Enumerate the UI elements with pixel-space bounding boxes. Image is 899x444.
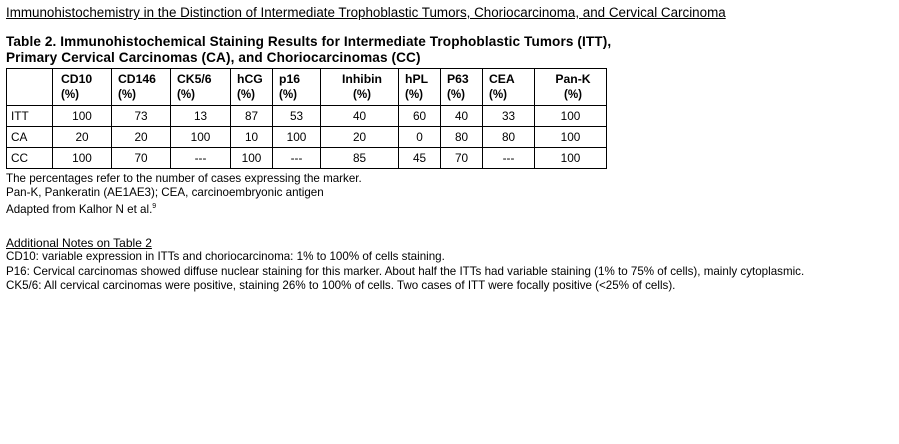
- row-label: ITT: [6, 105, 53, 127]
- footnote-abbreviations: Pan-K, Pankeratin (AE1AE3); CEA, carcino…: [6, 186, 324, 199]
- column-header: hCG (%): [230, 68, 273, 106]
- column-header: P63 (%): [440, 68, 483, 106]
- table-cell: 85: [320, 147, 399, 169]
- table-cell: ---: [272, 147, 321, 169]
- table-cell: 100: [52, 147, 112, 169]
- table-cell: 100: [52, 105, 112, 127]
- table-cell: 10: [230, 126, 273, 148]
- column-header: CD10 (%): [52, 68, 112, 106]
- table-row: CA 20 20 100 10 100 20 0 80 80 100: [6, 126, 607, 148]
- column-header: Inhibin (%): [320, 68, 399, 106]
- document-page: Immunohistochemistry in the Distinction …: [6, 4, 886, 294]
- table-cell: 80: [440, 126, 483, 148]
- additional-note-cd10: CD10: variable expression in ITTs and ch…: [6, 250, 445, 263]
- additional-note-ck56: CK5/6: All cervical carcinomas were posi…: [6, 279, 676, 292]
- table-cell: ---: [170, 147, 231, 169]
- table-cell: 100: [534, 147, 607, 169]
- additional-notes-heading: Additional Notes on Table 2: [6, 236, 152, 250]
- table-cell: 40: [320, 105, 399, 127]
- column-header: CK5/6 (%): [170, 68, 231, 106]
- table-row: CC 100 70 --- 100 --- 85 45 70 --- 100: [6, 147, 607, 169]
- column-header: CEA (%): [482, 68, 535, 106]
- table-cell: 73: [111, 105, 171, 127]
- additional-note-p16: P16: Cervical carcinomas showed diffuse …: [6, 264, 805, 278]
- footnote-source: Adapted from Kalhor N et al.9: [6, 203, 157, 216]
- table-cell: 100: [272, 126, 321, 148]
- table-cell: 70: [440, 147, 483, 169]
- table-caption: Table 2. Immunohistochemical Staining Re…: [6, 34, 886, 66]
- table-cell: 70: [111, 147, 171, 169]
- row-label: CA: [6, 126, 53, 148]
- row-label: CC: [6, 147, 53, 169]
- column-header: p16 (%): [272, 68, 321, 106]
- table-cell: 20: [52, 126, 112, 148]
- table-cell: 13: [170, 105, 231, 127]
- table-cell: 100: [534, 126, 607, 148]
- table-caption-line-2: Primary Cervical Carcinomas (CA), and Ch…: [6, 50, 421, 65]
- table-cell: 60: [398, 105, 441, 127]
- table-cell: ---: [482, 147, 535, 169]
- table-cell: 33: [482, 105, 535, 127]
- table-cell: 100: [534, 105, 607, 127]
- table-cell: 45: [398, 147, 441, 169]
- table-cell: 100: [230, 147, 273, 169]
- reference-number: 9: [152, 203, 157, 210]
- table-cell: 20: [320, 126, 399, 148]
- table-cell: 87: [230, 105, 273, 127]
- document-title: Immunohistochemistry in the Distinction …: [6, 5, 726, 20]
- additional-notes-list: CD10: variable expression in ITTs and ch…: [6, 250, 886, 294]
- table-row: ITT 100 73 13 87 53 40 60 40 33 100: [6, 105, 607, 127]
- table-cell: 100: [170, 126, 231, 148]
- column-header: Pan-K (%): [534, 68, 607, 106]
- staining-results-table: CD10 (%) CD146 (%) CK5/6 (%) hCG (%) p16 (%) …: [6, 68, 607, 169]
- footnote-percentages: The percentages refer to the number of c…: [6, 172, 362, 185]
- table-header-row: CD10 (%) CD146 (%) CK5/6 (%) hCG (%) p16 (%) …: [6, 68, 607, 106]
- corner-cell: [6, 68, 53, 106]
- table-cell: 53: [272, 105, 321, 127]
- table-cell: 80: [482, 126, 535, 148]
- column-header: hPL (%): [398, 68, 441, 106]
- table-cell: 0: [398, 126, 441, 148]
- column-header: CD146 (%): [111, 68, 171, 106]
- table-footnotes: The percentages refer to the number of c…: [6, 172, 886, 217]
- table-cell: 20: [111, 126, 171, 148]
- table-caption-line-1: Table 2. Immunohistochemical Staining Re…: [6, 34, 612, 49]
- table-cell: 40: [440, 105, 483, 127]
